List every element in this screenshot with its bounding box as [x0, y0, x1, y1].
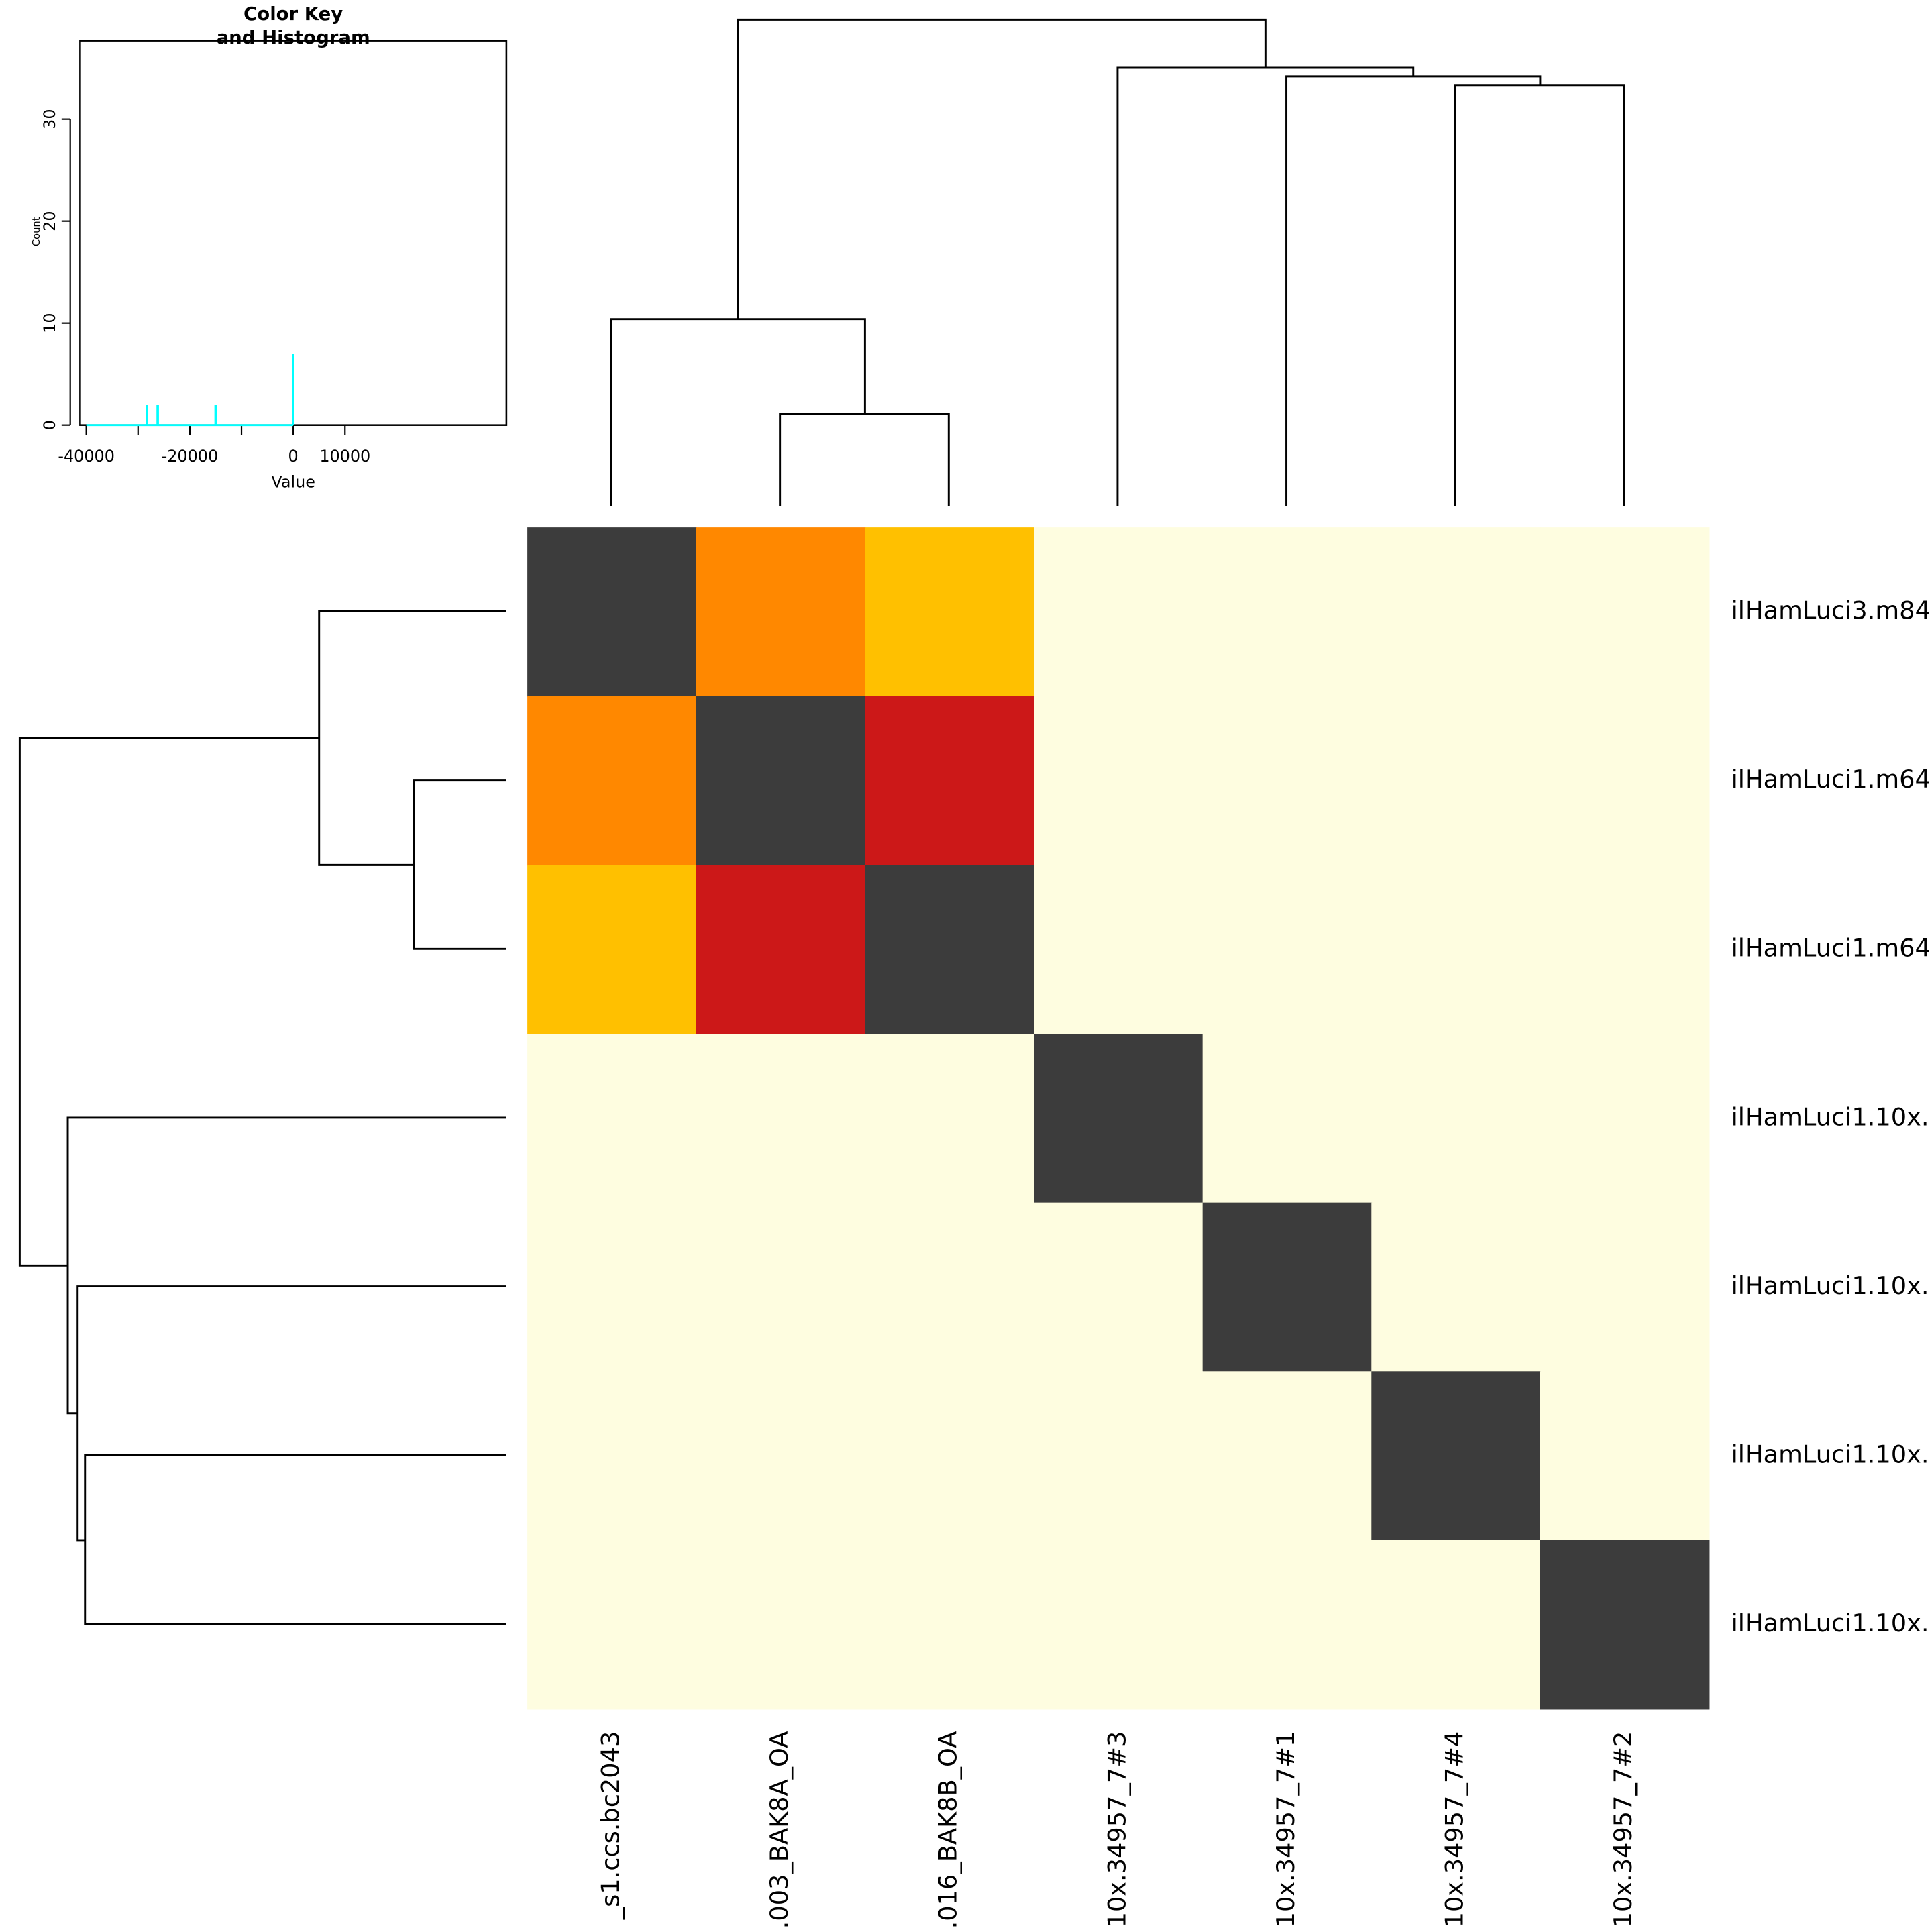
- na-cell: [1371, 1034, 1541, 1203]
- column-label: .003_BAK8A_OA: [765, 1731, 794, 1929]
- key-title: Color Key: [244, 3, 343, 25]
- row-label: ilHamLuci1.10x.: [1731, 1271, 1929, 1300]
- na-cell: [1202, 527, 1373, 697]
- cell: [1202, 1202, 1373, 1373]
- column-label: _s1.ccs.bc2043: [596, 1731, 625, 1921]
- na-cell: [696, 1371, 866, 1541]
- key-title: and Histogram: [217, 27, 370, 48]
- y-tick-label: 20: [40, 211, 59, 231]
- dendrogram-branch: [1285, 75, 1542, 506]
- dendrogram-branch: [779, 413, 950, 506]
- na-cell: [1034, 1371, 1203, 1541]
- na-cell: [1202, 1034, 1373, 1203]
- na-cell: [1034, 1540, 1203, 1710]
- na-cell: [1540, 1371, 1710, 1541]
- na-cell: [527, 1034, 697, 1203]
- cell: [1034, 1034, 1203, 1203]
- cell: [865, 696, 1034, 866]
- cell: [865, 527, 1034, 697]
- dendrogram-branch: [1454, 84, 1625, 506]
- na-cell: [696, 1202, 866, 1373]
- dendrogram-branch: [610, 318, 866, 506]
- na-cell: [1202, 696, 1373, 866]
- column-label: 10x.34957_7#3: [1102, 1731, 1131, 1928]
- x-tick-label: -20000: [162, 447, 219, 466]
- column-label: 10x.34957_7#2: [1609, 1731, 1638, 1928]
- na-cell: [696, 1540, 866, 1710]
- cell: [696, 696, 866, 866]
- x-tick-label: 0: [288, 447, 299, 466]
- y-tick-label: 30: [40, 109, 59, 129]
- column-label: .016_BAK8B_OA: [934, 1731, 963, 1929]
- row-label: ilHamLuci1.10x.: [1731, 1609, 1929, 1638]
- y-tick-label: 0: [40, 420, 59, 430]
- na-cell: [1202, 865, 1373, 1034]
- cell: [527, 865, 697, 1034]
- column-label: 10x.34957_7#4: [1440, 1731, 1469, 1928]
- na-cell: [1371, 696, 1541, 866]
- na-cell: [1202, 1371, 1373, 1541]
- na-cell: [1034, 1202, 1203, 1373]
- dendrogram-branch: [18, 737, 319, 1267]
- dendrogram-branch: [413, 779, 506, 950]
- na-cell: [527, 1540, 697, 1710]
- na-cell: [1540, 865, 1710, 1034]
- na-cell: [1540, 527, 1710, 697]
- x-tick-label: -40000: [58, 447, 115, 466]
- cell: [527, 696, 697, 866]
- na-cell: [865, 1034, 1034, 1203]
- cell: [696, 527, 866, 697]
- na-cell: [1034, 865, 1203, 1034]
- cell: [865, 865, 1034, 1034]
- cell: [1371, 1371, 1541, 1541]
- column-dendrogram: [610, 18, 1625, 506]
- na-cell: [527, 1371, 697, 1541]
- row-label: ilHamLuci1.m64: [1731, 765, 1931, 794]
- na-cell: [1034, 527, 1203, 697]
- na-cell: [865, 1371, 1034, 1541]
- na-cell: [1371, 1540, 1541, 1710]
- na-cell: [865, 1202, 1034, 1373]
- na-cell: [1540, 696, 1710, 866]
- na-cell: [1371, 865, 1541, 1034]
- x-tick-label: 10000: [319, 447, 370, 466]
- na-cell: [1034, 696, 1203, 866]
- dendrogram-branch: [84, 1454, 506, 1625]
- dendrogram-branch: [66, 1116, 506, 1415]
- na-cell: [527, 1202, 697, 1373]
- na-cell: [1540, 1034, 1710, 1203]
- x-axis-label: Value: [271, 473, 315, 492]
- na-cell: [696, 1034, 866, 1203]
- na-cell: [1371, 1202, 1541, 1373]
- na-cell: [1371, 527, 1541, 697]
- row-label: ilHamLuci1.10x.: [1731, 1440, 1929, 1469]
- dendrogram-branch: [318, 610, 506, 866]
- cell: [1540, 1540, 1710, 1710]
- row-label: ilHamLuci3.m84: [1731, 596, 1931, 625]
- row-label: ilHamLuci1.m64: [1731, 934, 1931, 963]
- y-axis-label: Count: [31, 217, 42, 246]
- na-cell: [865, 1540, 1034, 1710]
- y-tick-label: 10: [40, 313, 59, 333]
- column-label: 10x.34957_7#1: [1271, 1731, 1300, 1928]
- row-label: ilHamLuci1.10x.: [1731, 1102, 1929, 1131]
- cell: [696, 865, 866, 1034]
- row-dendrogram: [18, 610, 506, 1625]
- dendrogram-branch: [76, 1285, 506, 1542]
- na-cell: [1202, 1540, 1373, 1710]
- dendrogram-branch: [1116, 66, 1415, 506]
- cell: [527, 527, 697, 697]
- dendrogram-branch: [737, 18, 1267, 319]
- na-cell: [1540, 1202, 1710, 1373]
